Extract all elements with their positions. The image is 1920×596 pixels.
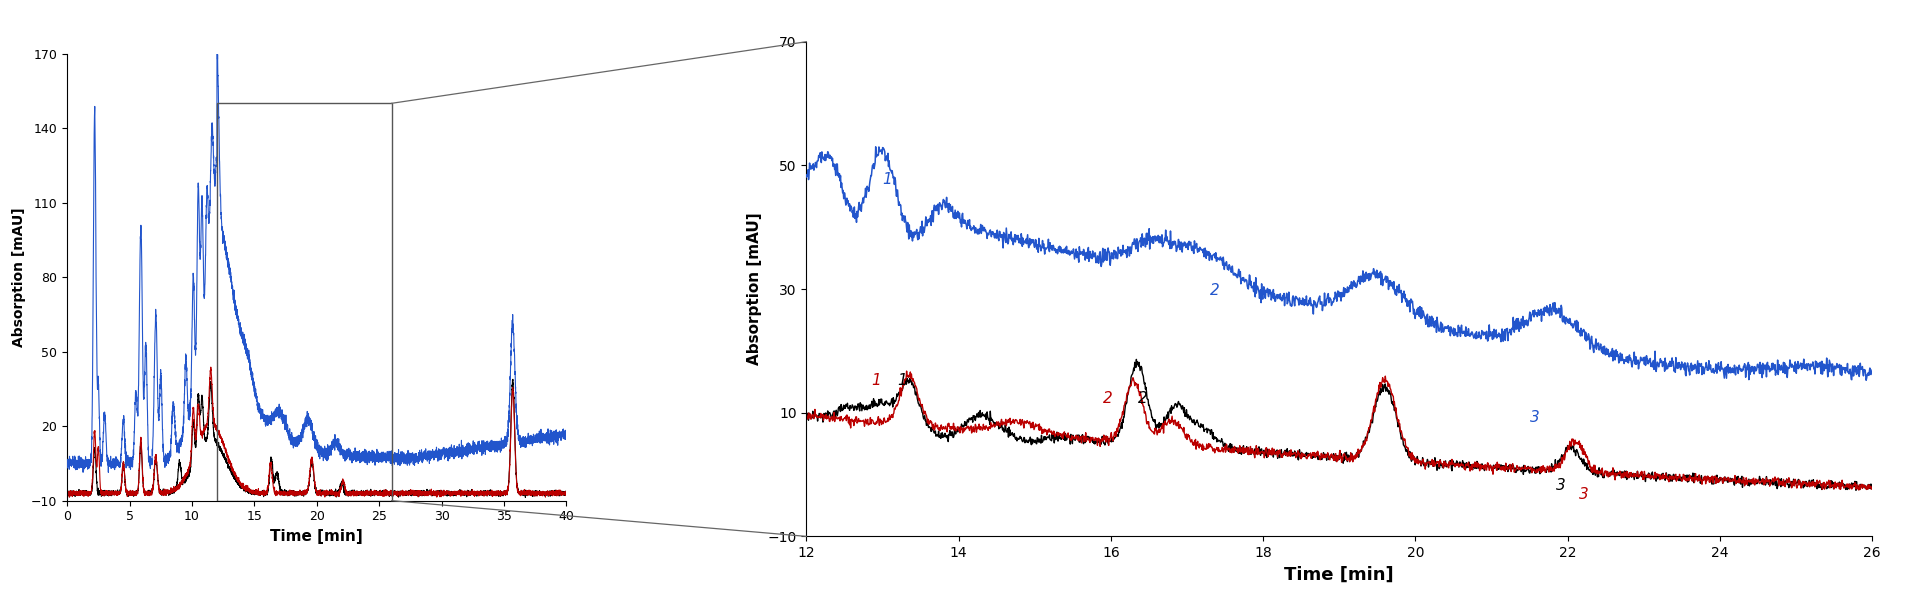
Text: 2: 2: [1210, 283, 1219, 298]
Text: 3: 3: [1578, 488, 1588, 502]
Text: 3: 3: [1530, 410, 1540, 425]
Text: 1: 1: [899, 373, 908, 388]
Bar: [217, 103, 392, 501]
Y-axis label: Absorption [mAU]: Absorption [mAU]: [747, 213, 762, 365]
Text: 2: 2: [1137, 392, 1148, 406]
Text: 2: 2: [1104, 392, 1114, 406]
X-axis label: Time [min]: Time [min]: [271, 529, 363, 544]
Text: 1: 1: [872, 373, 881, 388]
X-axis label: Time [min]: Time [min]: [1284, 566, 1394, 583]
Text: 3: 3: [1555, 478, 1567, 493]
Text: 1: 1: [883, 172, 893, 187]
Y-axis label: Absorption [mAU]: Absorption [mAU]: [12, 207, 25, 347]
